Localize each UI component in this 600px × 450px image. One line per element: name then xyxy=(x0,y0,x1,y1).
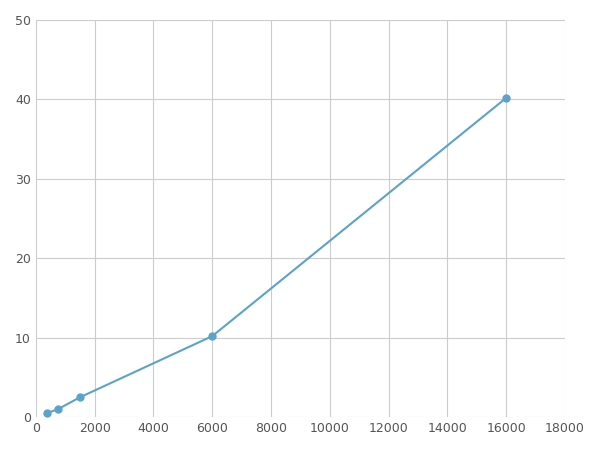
Point xyxy=(53,405,63,413)
Point xyxy=(502,94,511,101)
Point xyxy=(208,333,217,340)
Point xyxy=(42,410,52,417)
Point xyxy=(75,394,85,401)
